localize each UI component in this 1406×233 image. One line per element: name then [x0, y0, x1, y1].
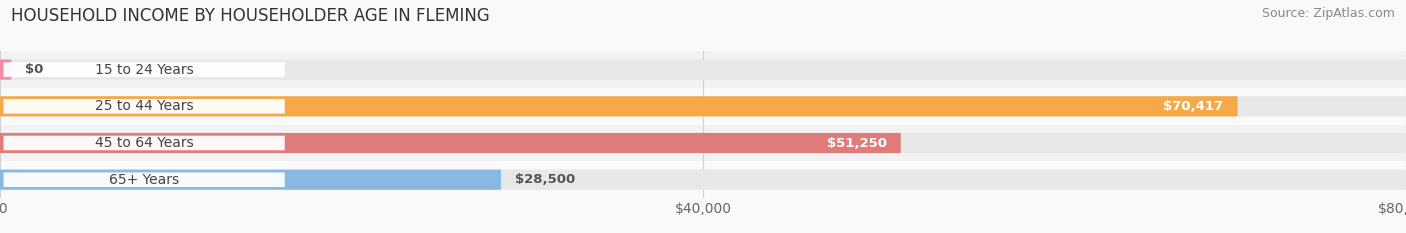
PathPatch shape	[0, 96, 1406, 116]
Text: 45 to 64 Years: 45 to 64 Years	[94, 136, 194, 150]
Bar	[0, 88, 1406, 125]
Text: 15 to 24 Years: 15 to 24 Years	[94, 63, 194, 77]
Text: 25 to 44 Years: 25 to 44 Years	[94, 99, 194, 113]
Text: $0: $0	[25, 63, 44, 76]
Text: $51,250: $51,250	[827, 137, 887, 150]
Bar	[0, 125, 1406, 161]
PathPatch shape	[0, 170, 1406, 190]
PathPatch shape	[0, 170, 501, 190]
Text: HOUSEHOLD INCOME BY HOUSEHOLDER AGE IN FLEMING: HOUSEHOLD INCOME BY HOUSEHOLDER AGE IN F…	[11, 7, 491, 25]
PathPatch shape	[0, 59, 11, 80]
PathPatch shape	[3, 172, 285, 187]
Text: $70,417: $70,417	[1163, 100, 1223, 113]
PathPatch shape	[0, 133, 1406, 153]
PathPatch shape	[0, 96, 1237, 116]
Text: 65+ Years: 65+ Years	[110, 173, 179, 187]
PathPatch shape	[3, 62, 285, 77]
Bar	[0, 51, 1406, 88]
Bar	[0, 161, 1406, 198]
PathPatch shape	[0, 59, 1406, 80]
PathPatch shape	[3, 99, 285, 113]
PathPatch shape	[0, 133, 901, 153]
PathPatch shape	[3, 136, 285, 150]
Text: $28,500: $28,500	[515, 173, 575, 186]
Text: Source: ZipAtlas.com: Source: ZipAtlas.com	[1261, 7, 1395, 20]
